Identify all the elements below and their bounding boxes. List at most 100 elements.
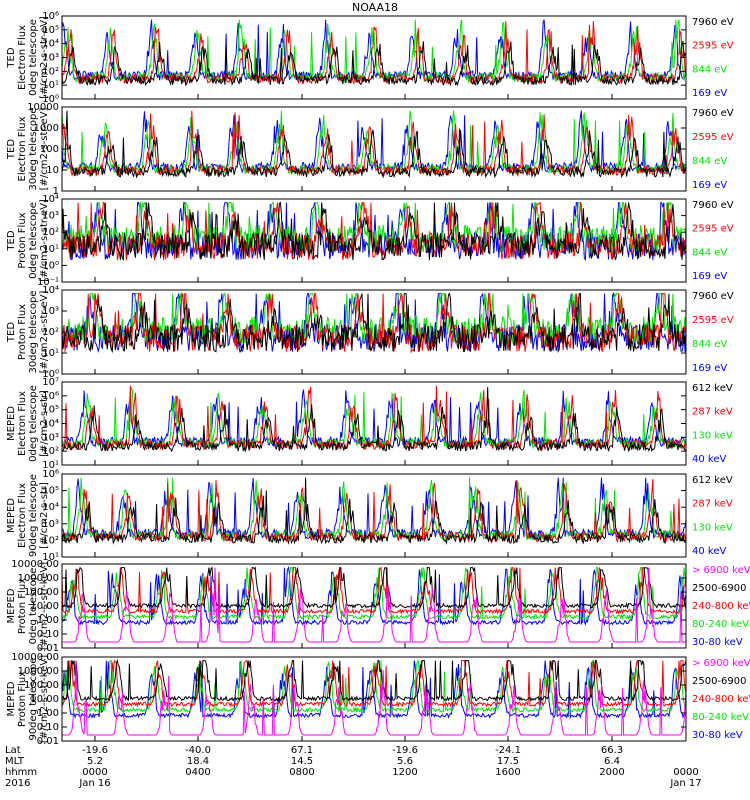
series-trace-30-80-kev [61, 565, 687, 627]
panel-8: 0.01 0.10 1.00 10.00 100.00 1000.00 10000.00 ME… [6, 652, 750, 747]
legend-entry: 30-80 keV [692, 637, 743, 648]
footer-mlt-value: 18.4 [187, 756, 209, 767]
footer-lat-value: -24.1 [495, 745, 521, 756]
series-trace-80-240-kev [61, 658, 687, 714]
y-axis-title-line: 90deg telescope [28, 474, 39, 557]
footer-lat-value: 66.3 [601, 745, 623, 756]
y-tick-label: 10.00 [30, 694, 59, 705]
series-trace-612-kev [61, 477, 687, 545]
footer-hhmm-value: 2000 [599, 767, 624, 778]
y-tick-label: 10⁴ [42, 194, 59, 205]
y-tick-label: 10³ [42, 306, 59, 317]
panels-group: 10⁰ 10¹ 10² 10³ 10⁴ 10⁵ 10⁶ TED Electron Flux 0de… [6, 11, 750, 747]
y-tick-label: 10⁴ [42, 285, 59, 296]
y-tick-label: 10³ [42, 211, 59, 222]
y-axis-title-line: Proton Flux [17, 578, 28, 634]
y-tick-label: 10⁰ [42, 369, 59, 380]
legend-entry: 844 eV [692, 339, 727, 350]
y-axis-title-line: Proton Flux [17, 212, 28, 268]
y-tick-label: 10² [42, 535, 59, 546]
legend-entry: 844 eV [692, 64, 727, 75]
legend-entry: 2595 eV [692, 224, 734, 235]
legend-entry: 130 keV [692, 522, 733, 533]
series-trace-40-kev [61, 389, 687, 448]
chart-title: NOAA18 [352, 1, 398, 14]
y-tick-label: 1000 [34, 123, 59, 134]
footer-lat-value: -19.6 [392, 745, 418, 756]
y-tick-label: 10⁶ [42, 469, 59, 480]
footer-lat-value: -40.0 [185, 745, 211, 756]
y-tick-label: 10⁶ [42, 391, 59, 402]
y-tick-label: 10⁴ [42, 39, 59, 50]
legend-entry: 844 eV [692, 247, 727, 258]
y-axis-title-line: Electron Flux [17, 116, 28, 181]
y-axis-title-line: [#/cm2-s-str-eV] [39, 108, 50, 191]
y-axis-title-line: 0deg telescope [28, 19, 39, 96]
footer-mlt-value: 5.6 [397, 756, 413, 767]
legend-entry: 80-240 keV [692, 712, 749, 723]
legend-entry: 287 keV [692, 407, 733, 418]
legend-entry: 2595 eV [692, 315, 734, 326]
y-axis-title-line: Proton Flux [17, 671, 28, 727]
series-trace-169-ev [61, 110, 687, 174]
y-tick-label: 10¹ [42, 80, 59, 91]
y-tick-label: 0.10 [37, 629, 59, 640]
y-tick-label: 1.00 [37, 615, 59, 626]
y-tick-label: 10⁻¹ [37, 277, 59, 288]
y-axis-title-line: [#/cm2-s-str] [39, 482, 50, 549]
y-tick-label: 10¹ [42, 460, 59, 471]
y-tick-label: 10³ [42, 519, 59, 530]
y-tick-label: 10² [42, 227, 59, 238]
y-tick-label: 100.00 [24, 680, 59, 691]
y-axis-title-line: 90deg telescope [28, 657, 39, 740]
y-tick-label: 10⁰ [42, 94, 59, 105]
footer-row-label: Lat [5, 745, 21, 756]
y-axis-title-line: [#/cm2-s-str] [39, 390, 50, 457]
y-tick-label: 10⁷ [42, 377, 59, 388]
legend-entry: 2500-6900 [692, 676, 747, 687]
legend-entry: 2595 eV [692, 132, 734, 143]
y-axis-title-line: 0deg telescope [28, 568, 39, 645]
y-tick-label: 0.10 [37, 722, 59, 733]
y-axis-title-line: [#/cm2-s-str-keV] [39, 655, 50, 743]
legend-entry: 7960 eV [692, 108, 734, 119]
y-tick-label: 10⁴ [42, 419, 59, 430]
panel-4: 10⁰ 10¹ 10² 10³ 10⁴ TED Proton Flux 30deg teles… [6, 285, 734, 380]
y-tick-label: 1000.00 [18, 666, 59, 677]
y-axis-title-line: TED [6, 322, 17, 343]
y-tick-label: 0.01 [37, 643, 59, 654]
y-tick-label: 10000 [27, 102, 59, 113]
y-tick-label: 10¹ [42, 348, 59, 359]
legend-entry: 7960 eV [692, 200, 734, 211]
series-trace-30-80-kev [61, 660, 687, 720]
y-tick-label: 10⁵ [42, 405, 59, 416]
footer-row-label: 2016 [5, 778, 30, 789]
legend-entry: 30-80 keV [692, 730, 743, 741]
y-tick-label: 100.00 [24, 587, 59, 598]
y-tick-label: 1.00 [37, 708, 59, 719]
legend-entry: 287 keV [692, 499, 733, 510]
legend-entry: 844 eV [692, 156, 727, 167]
series-trace-2500-6900 [61, 658, 687, 703]
series-trace-2595-ev [61, 21, 687, 86]
footer-hhmm-value: 0400 [185, 767, 210, 778]
footer-lat-value: 67.1 [291, 745, 313, 756]
y-tick-label: 10⁴ [42, 502, 59, 513]
series-trace-240-800-kev [61, 659, 687, 708]
y-axis-title-line: 0deg telescope [28, 385, 39, 462]
footer-lat-value: -19.6 [82, 745, 108, 756]
legend-entry: > 6900 keV [692, 658, 750, 669]
y-axis-title-line: Proton Flux [17, 304, 28, 360]
y-tick-label: 10000.00 [11, 652, 59, 663]
y-tick-label: 10000.00 [11, 559, 59, 570]
y-axis-title-line: [#/cm2-s-str-eV] [39, 291, 50, 374]
footer-hhmm-value: 1200 [392, 767, 417, 778]
series-trace-612-kev [61, 387, 687, 453]
footer-hhmm-value: 0000 [673, 767, 698, 778]
y-tick-label: 10³ [42, 53, 59, 64]
y-axis-title-line: [#/cm2-s-str-eV] [39, 199, 50, 282]
legend-entry: 2500-6900 [692, 583, 747, 594]
y-tick-label: 100 [40, 144, 59, 155]
